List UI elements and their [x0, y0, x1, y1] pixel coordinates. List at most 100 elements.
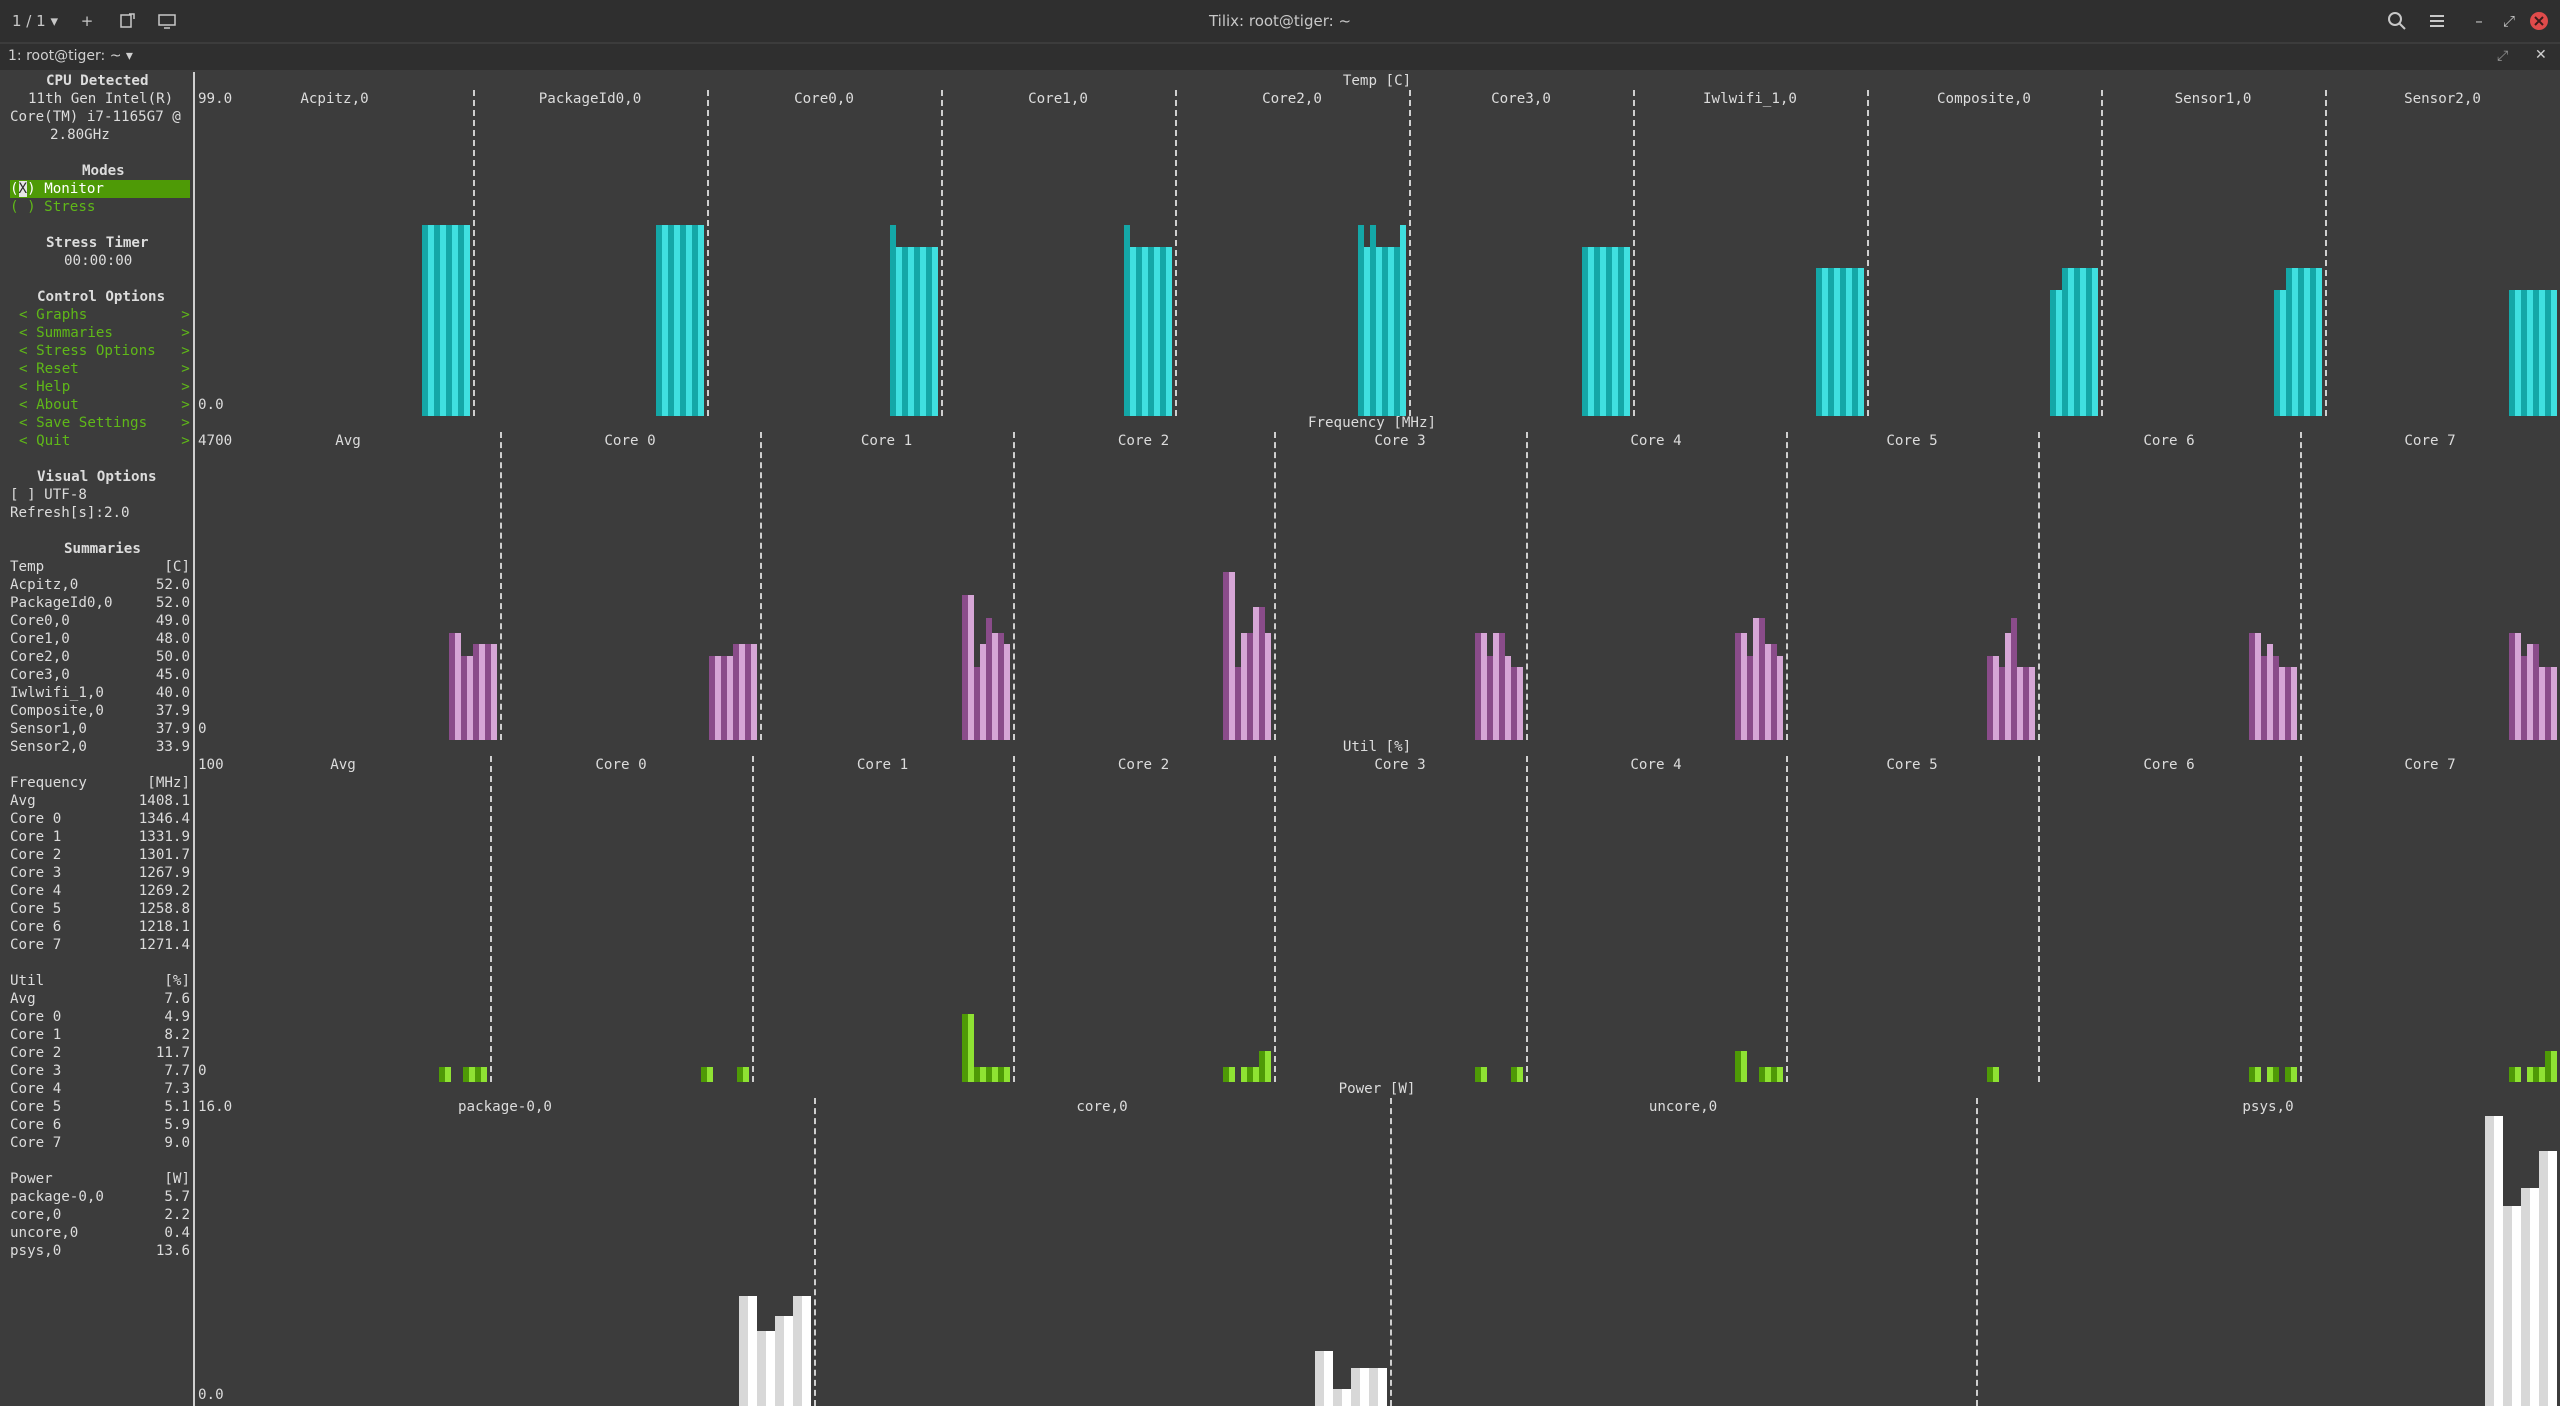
summary-power-heading: Power	[10, 1171, 53, 1187]
utf8-checkbox[interactable]: [ ] UTF-8	[10, 487, 87, 503]
temp-bar	[2533, 290, 2539, 416]
util-bar	[2539, 1067, 2545, 1082]
summary-util-name: Core 7	[10, 1135, 62, 1151]
util-bar	[737, 1067, 743, 1082]
freq-panel-label: Avg	[335, 433, 361, 449]
freq-bar	[1747, 656, 1753, 740]
graph-axis-line	[193, 72, 195, 1406]
summary-freq-name: Core 0	[10, 811, 62, 827]
freq-bar	[992, 633, 998, 740]
freq-bar	[1517, 667, 1523, 740]
freq-bar	[1505, 656, 1511, 740]
close-terminal-icon[interactable]: ✕	[2535, 47, 2547, 63]
temp-bar	[2074, 268, 2080, 416]
title-bar: 1 / 1 ▾ + Tilix: root@tiger: ~ – ⤢	[0, 0, 2560, 42]
search-icon[interactable]	[2386, 10, 2408, 32]
power-bar	[2530, 1188, 2539, 1406]
power-panel-separator	[814, 1098, 816, 1406]
maximize-terminal-icon[interactable]: ⤢	[2497, 48, 2509, 64]
temp-bar	[2551, 290, 2557, 416]
freq-bar	[2515, 633, 2521, 740]
summary-freq-value: 1271.4	[138, 937, 190, 953]
temp-bar	[686, 225, 692, 416]
maximize-icon[interactable]: ⤢	[2502, 12, 2515, 30]
freq-bar	[2273, 656, 2279, 740]
temp-panel-label: Acpitz,0	[300, 91, 369, 107]
freq-bar	[998, 633, 1004, 740]
temp-bar	[932, 247, 938, 416]
summary-power-value: 13.6	[155, 1243, 190, 1259]
util-bar	[1511, 1067, 1517, 1082]
summary-freq-unit: [MHz]	[147, 775, 190, 791]
freq-bar	[2533, 644, 2539, 740]
mode-monitor-radio[interactable]: (X) Monitor	[10, 180, 190, 198]
cpu-model-line1: 11th Gen Intel(R)	[28, 91, 174, 107]
menu-about[interactable]: < About >	[19, 397, 190, 413]
freq-bar	[721, 656, 727, 740]
freq-bar	[1741, 633, 1747, 740]
session-label: 1 / 1	[12, 12, 46, 30]
menu-quit[interactable]: < Quit >	[19, 433, 190, 449]
summary-temp-name: Acpitz,0	[10, 577, 79, 593]
freq-bar	[745, 644, 751, 740]
temp-bar	[662, 225, 668, 416]
freq-panel-separator	[2038, 432, 2040, 740]
summary-freq-value: 1331.9	[138, 829, 190, 845]
summary-util-value: 5.9	[164, 1117, 190, 1133]
util-bar	[1229, 1067, 1235, 1082]
temp-bar	[422, 225, 428, 416]
util-axis-max: 100	[198, 757, 224, 773]
summary-freq-name: Core 3	[10, 865, 62, 881]
temp-bar	[2280, 290, 2286, 416]
util-panel-separator	[1526, 756, 1528, 1082]
summary-power-unit: [W]	[164, 1171, 190, 1187]
mode-monitor-label: Monitor	[44, 181, 104, 197]
temp-bar	[2092, 268, 2098, 416]
summary-util-value: 7.7	[164, 1063, 190, 1079]
menu-help[interactable]: < Help >	[19, 379, 190, 395]
menu-icon[interactable]	[2426, 10, 2448, 32]
split-down-icon[interactable]	[156, 10, 178, 32]
freq-bar	[715, 656, 721, 740]
terminal-tab[interactable]: 1: root@tiger: ~ ▾	[8, 48, 133, 64]
close-window-icon[interactable]	[2528, 10, 2550, 32]
split-right-icon[interactable]	[116, 10, 138, 32]
menu-save-settings[interactable]: < Save Settings >	[19, 415, 190, 431]
summary-util-name: Core 5	[10, 1099, 62, 1115]
summary-power-name: package-0,0	[10, 1189, 104, 1205]
util-bar	[962, 1014, 968, 1082]
freq-bar	[1771, 644, 1777, 740]
util-bar	[1765, 1067, 1771, 1082]
terminal[interactable]: CPU Detected 11th Gen Intel(R) Core(TM) …	[0, 72, 2560, 1406]
util-bar	[2267, 1067, 2273, 1082]
power-bar	[793, 1296, 802, 1406]
menu-graphs[interactable]: < Graphs >	[19, 307, 190, 323]
menu-summaries[interactable]: < Summaries >	[19, 325, 190, 341]
session-switcher[interactable]: 1 / 1 ▾	[12, 12, 58, 30]
power-bar	[1369, 1368, 1378, 1406]
summary-freq-value: 1301.7	[138, 847, 190, 863]
temp-bar	[2521, 290, 2527, 416]
util-bar	[1777, 1067, 1783, 1082]
minimize-icon[interactable]: –	[2475, 12, 2483, 30]
mode-stress-radio[interactable]: ( ) Stress	[10, 199, 96, 215]
temp-bar	[1394, 247, 1400, 416]
add-session-icon[interactable]: +	[80, 12, 94, 30]
power-panel-label: psys,0	[2242, 1099, 2294, 1115]
freq-bar	[727, 656, 733, 740]
freq-bar	[449, 633, 455, 740]
util-panel-label: Core 6	[2143, 757, 2195, 773]
freq-bar	[1253, 607, 1259, 740]
freq-panel-label: Core 0	[604, 433, 656, 449]
temp-bar	[2298, 268, 2304, 416]
menu-stress-options[interactable]: < Stress Options >	[19, 343, 190, 359]
util-bar	[743, 1067, 749, 1082]
menu-reset[interactable]: < Reset >	[19, 361, 190, 377]
modes-heading: Modes	[82, 163, 125, 179]
refresh-rate[interactable]: Refresh[s]:2.0	[10, 505, 130, 521]
power-axis-min: 0.0	[198, 1387, 224, 1403]
power-panel-separator	[1976, 1098, 1978, 1406]
util-bar	[445, 1067, 451, 1082]
temp-bar	[1582, 247, 1588, 416]
power-bar	[2539, 1151, 2548, 1406]
